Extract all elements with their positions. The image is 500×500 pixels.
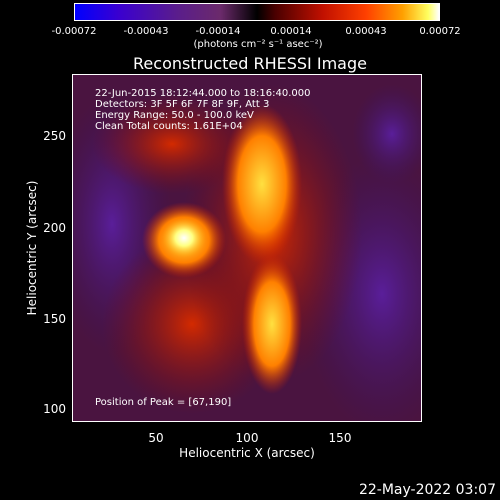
footer-date: 22-May-2022 03:07 xyxy=(358,482,496,498)
x-tick-label: 50 xyxy=(148,431,164,445)
annotation-energy-range: Energy Range: 50.0 - 100.0 keV xyxy=(95,110,254,121)
x-tick-label: 150 xyxy=(328,431,352,445)
plot-frame xyxy=(72,74,422,422)
y-tick-label: 150 xyxy=(43,312,66,326)
y-axis-label: Heliocentric Y (arcsec) xyxy=(25,180,39,316)
colorbar-tick: 0.00043 xyxy=(345,26,387,37)
annotation-counts: Clean Total counts: 1.61E+04 xyxy=(95,121,243,132)
colorbar-tick: -0.00072 xyxy=(51,26,97,37)
chart-title: Reconstructed RHESSI Image xyxy=(133,54,367,73)
colorbar-tick: -0.00043 xyxy=(123,26,169,37)
annotation-detectors: Detectors: 3F 5F 6F 7F 8F 9F, Att 3 xyxy=(95,99,270,110)
y-tick-label: 250 xyxy=(43,129,66,143)
colorbar-unit: (photons cm⁻² s⁻¹ asec⁻²) xyxy=(193,39,323,50)
colorbar xyxy=(74,3,440,21)
annotation-time-range: 22-Jun-2015 18:12:44.000 to 18:16:40.000 xyxy=(95,88,311,99)
x-axis-label: Heliocentric X (arcsec) xyxy=(179,446,315,460)
x-tick-label: 100 xyxy=(235,431,259,445)
annotation-peak: Position of Peak = [67,190] xyxy=(95,397,232,408)
y-tick-label: 200 xyxy=(43,221,66,235)
heatmap-image xyxy=(72,74,422,422)
colorbar-tick: 0.00072 xyxy=(419,26,461,37)
y-tick-label: 100 xyxy=(43,402,66,416)
colorbar-tick: 0.00014 xyxy=(270,26,312,37)
colorbar-tick: -0.00014 xyxy=(195,26,241,37)
